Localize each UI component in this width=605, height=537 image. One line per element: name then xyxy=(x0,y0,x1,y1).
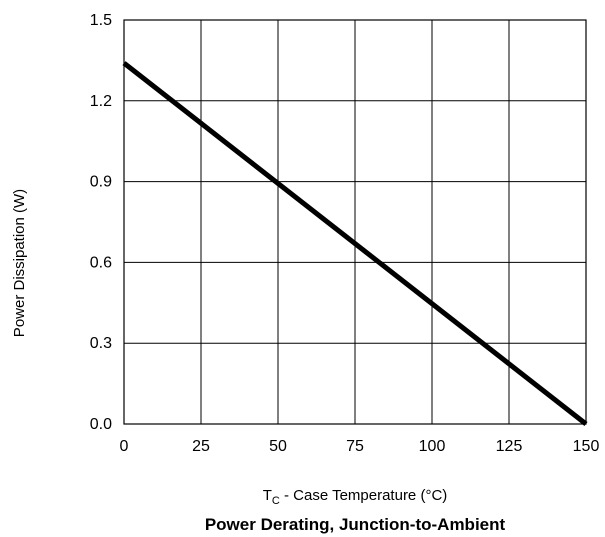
x-tick-label: 0 xyxy=(120,438,129,455)
plot-frame xyxy=(123,19,587,425)
y-tick-label: 0.3 xyxy=(90,335,112,352)
x-tick-label: 100 xyxy=(419,438,446,455)
y-tick-label: 1.5 xyxy=(90,12,112,29)
x-axis-label: TC - Case Temperature (°C) xyxy=(263,487,448,507)
grid xyxy=(123,19,587,425)
y-tick-label: 0.0 xyxy=(90,416,112,433)
x-axis-label-subscript: C xyxy=(272,495,280,507)
x-tick-labels: 0 25 50 75 100 125 150 xyxy=(120,438,600,455)
series-group xyxy=(122,61,588,426)
y-tick-label: 0.9 xyxy=(90,174,112,191)
x-tick-label: 25 xyxy=(192,438,210,455)
series-line xyxy=(122,61,588,426)
y-tick-label: 0.6 xyxy=(90,254,112,271)
y-axis-label: Power Dissipation (W) xyxy=(11,189,28,337)
x-tick-label: 75 xyxy=(346,438,364,455)
x-axis-label-main: T xyxy=(263,487,272,504)
x-axis-label-rest: - Case Temperature (°C) xyxy=(280,487,447,504)
y-tick-label: 1.2 xyxy=(90,93,112,110)
y-tick-labels: 0.0 0.3 0.6 0.9 1.2 1.5 xyxy=(90,12,112,433)
x-tick-label: 150 xyxy=(573,438,600,455)
x-tick-label: 125 xyxy=(496,438,523,455)
x-tick-label: 50 xyxy=(269,438,287,455)
chart-title: Power Derating, Junction-to-Ambient xyxy=(205,515,506,534)
